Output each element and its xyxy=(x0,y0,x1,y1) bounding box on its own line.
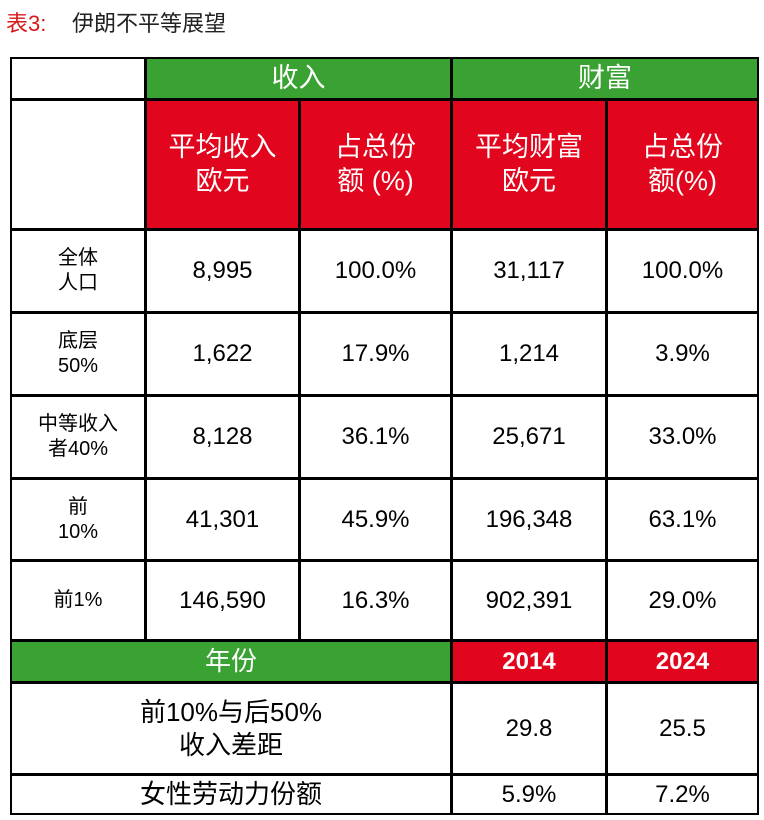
cell-text: 29.0% xyxy=(648,586,717,614)
cell-text: 5.9% xyxy=(501,780,557,808)
cell-text: 年份 xyxy=(204,646,257,677)
data-cell: 196,348 xyxy=(451,478,607,561)
table-label: 表3: xyxy=(6,11,47,36)
cell-text: 3.9% xyxy=(655,340,710,367)
data-cell: 29.0% xyxy=(606,560,759,641)
cell-text: 7.2% xyxy=(655,780,710,808)
year-cell: 2014 xyxy=(451,640,607,683)
cell-text: 前1% xyxy=(53,589,103,611)
blank-cell xyxy=(10,57,146,100)
data-cell: 45.9% xyxy=(299,478,452,561)
indicator-label: 女性劳动力份额 xyxy=(10,774,452,815)
data-cell: 36.1% xyxy=(299,395,452,479)
cell-text: 41,301 xyxy=(185,505,260,533)
row-label: 全体 人口 xyxy=(10,229,146,313)
row-label: 前 10% xyxy=(10,478,146,561)
cell-text: 收入差距 xyxy=(178,729,283,760)
cell-text: 36.1% xyxy=(341,423,410,450)
data-cell: 1,214 xyxy=(451,312,607,396)
year-cell: 2024 xyxy=(606,640,759,683)
cell-text: 前 xyxy=(68,495,88,518)
cell-text: 63.1% xyxy=(648,505,717,533)
table-title: 伊朗不平等展望 xyxy=(72,11,227,36)
cell-text: 全体 xyxy=(58,247,98,269)
cell-text: 8,995 xyxy=(192,257,253,284)
cell-text: 占总份 xyxy=(335,131,416,162)
data-cell: 29.8 xyxy=(451,682,607,775)
cell-text: 8,128 xyxy=(192,423,253,450)
cell-text: 25.5 xyxy=(659,714,706,742)
data-cell: 25,671 xyxy=(451,395,607,479)
cell-text: 16.3% xyxy=(341,586,410,614)
cell-text: 1,214 xyxy=(498,340,560,367)
cell-text: 100.0% xyxy=(641,257,724,284)
cell-text: 收入 xyxy=(271,62,326,93)
cell-text: 31,117 xyxy=(493,257,565,284)
row-label: 前1% xyxy=(10,560,146,641)
data-cell: 1,622 xyxy=(145,312,300,396)
cell-text: 902,391 xyxy=(485,586,573,614)
cell-text: 2024 xyxy=(655,647,710,675)
column-header: 平均收入 欧元 xyxy=(145,99,300,230)
cell-text: 10% xyxy=(57,520,99,543)
cell-text: 2014 xyxy=(502,647,556,675)
cell-text: 50% xyxy=(57,355,99,377)
column-header: 占总份 额(%) xyxy=(606,99,759,230)
data-cell: 8,128 xyxy=(145,395,300,479)
cell-text: 女性劳动力份额 xyxy=(139,779,322,810)
group-header: 收入 xyxy=(145,57,452,100)
cell-text: 45.9% xyxy=(341,505,410,533)
cell-text: 前10%与后50% xyxy=(139,697,323,727)
data-cell: 5.9% xyxy=(451,774,607,815)
cell-text: 1,622 xyxy=(192,340,253,367)
data-cell: 100.0% xyxy=(299,229,452,313)
cell-text: 者40% xyxy=(47,438,109,460)
cell-text: 欧元 xyxy=(195,165,250,196)
data-cell: 16.3% xyxy=(299,560,452,641)
cell-text: 中等收入 xyxy=(38,413,118,435)
year-header: 年份 xyxy=(10,640,452,683)
indicator-label: 前10%与后50% 收入差距 xyxy=(10,682,452,775)
data-cell: 7.2% xyxy=(606,774,759,815)
data-cell: 100.0% xyxy=(606,229,759,313)
cell-text: 欧元 xyxy=(502,165,556,196)
data-cell: 63.1% xyxy=(606,478,759,561)
cell-text: 17.9% xyxy=(341,340,410,367)
cell-text: 额 (%) xyxy=(337,165,414,196)
row-label: 底层 50% xyxy=(10,312,146,396)
cell-text: 33.0% xyxy=(648,423,717,450)
cell-text: 平均财富 xyxy=(475,131,583,162)
cell-text: 占总份 xyxy=(642,131,723,162)
data-cell: 8,995 xyxy=(145,229,300,313)
cell-text: 146,590 xyxy=(179,586,266,614)
cell-text: 额(%) xyxy=(648,165,717,196)
column-header: 平均财富 欧元 xyxy=(451,99,607,230)
data-cell: 3.9% xyxy=(606,312,759,396)
cell-text: 财富 xyxy=(578,62,632,93)
cell-text: 25,671 xyxy=(492,423,566,450)
column-header: 占总份额 (%) xyxy=(299,99,452,230)
data-cell: 33.0% xyxy=(606,395,759,479)
row-label: 中等收入者40% xyxy=(10,395,146,479)
data-cell: 31,117 xyxy=(451,229,607,313)
cell-text: 人口 xyxy=(58,272,98,294)
data-cell: 17.9% xyxy=(299,312,452,396)
cell-text: 100.0% xyxy=(334,257,417,284)
cell-text: 底层 xyxy=(58,330,98,352)
cell-text: 平均收入 xyxy=(168,131,277,162)
cell-text: 196,348 xyxy=(485,505,573,533)
data-cell: 41,301 xyxy=(145,478,300,561)
data-cell: 902,391 xyxy=(451,560,607,641)
group-header: 财富 xyxy=(451,57,759,100)
cell-text: 29.8 xyxy=(505,714,553,742)
data-cell: 25.5 xyxy=(606,682,759,775)
data-cell: 146,590 xyxy=(145,560,300,641)
blank-cell xyxy=(10,99,146,230)
